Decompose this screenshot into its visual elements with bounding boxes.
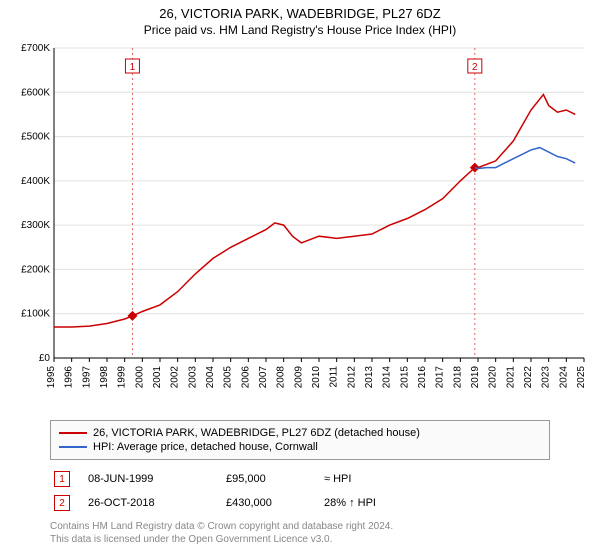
svg-text:1999: 1999 — [117, 366, 128, 389]
chart-title: 26, VICTORIA PARK, WADEBRIDGE, PL27 6DZ — [0, 6, 600, 21]
footer-copyright: Contains HM Land Registry data © Crown c… — [50, 520, 550, 533]
svg-text:2013: 2013 — [364, 366, 375, 389]
legend: 26, VICTORIA PARK, WADEBRIDGE, PL27 6DZ … — [50, 420, 550, 460]
svg-text:2003: 2003 — [187, 366, 198, 389]
svg-text:2002: 2002 — [170, 366, 181, 389]
svg-text:2021: 2021 — [505, 366, 516, 389]
svg-text:2001: 2001 — [152, 366, 163, 389]
legend-row-property: 26, VICTORIA PARK, WADEBRIDGE, PL27 6DZ … — [59, 427, 541, 439]
svg-text:£400K: £400K — [21, 176, 50, 187]
sale-marker-2: 2 — [54, 495, 70, 511]
svg-text:£300K: £300K — [21, 220, 50, 231]
svg-text:2017: 2017 — [435, 366, 446, 389]
sale-row-1: 1 08-JUN-1999 £95,000 ≈ HPI — [50, 469, 550, 489]
svg-text:£600K: £600K — [21, 87, 50, 98]
svg-text:2020: 2020 — [488, 366, 499, 389]
sale-delta-2: 28% ↑ HPI — [324, 497, 404, 509]
svg-text:1997: 1997 — [81, 366, 92, 389]
sale-price-1: £95,000 — [226, 473, 306, 485]
svg-text:2010: 2010 — [311, 366, 322, 389]
svg-text:£500K: £500K — [21, 132, 50, 143]
title-area: 26, VICTORIA PARK, WADEBRIDGE, PL27 6DZ … — [0, 0, 600, 37]
svg-text:2009: 2009 — [293, 366, 304, 389]
svg-text:2022: 2022 — [523, 366, 534, 389]
footer-license: This data is licensed under the Open Gov… — [50, 533, 550, 546]
sale-price-2: £430,000 — [226, 497, 306, 509]
chart-area: £0 £100K £200K £300K £400K £500K £600K £700K 199… — [8, 42, 592, 412]
svg-text:£700K: £700K — [21, 43, 50, 54]
svg-text:2014: 2014 — [382, 366, 393, 389]
svg-text:2007: 2007 — [258, 366, 269, 389]
sale-date-2: 26-OCT-2018 — [88, 497, 208, 509]
svg-text:2018: 2018 — [452, 366, 463, 389]
legend-label-hpi: HPI: Average price, detached house, Corn… — [93, 441, 318, 453]
svg-text:2011: 2011 — [329, 366, 340, 388]
svg-text:£200K: £200K — [21, 264, 50, 275]
legend-swatch-hpi — [59, 446, 87, 448]
sale-row-2: 2 26-OCT-2018 £430,000 28% ↑ HPI — [50, 493, 550, 513]
svg-text:2005: 2005 — [223, 366, 234, 389]
chart-svg: £0 £100K £200K £300K £400K £500K £600K £700K 199… — [8, 42, 592, 412]
svg-text:2: 2 — [472, 62, 478, 73]
chart-container: 26, VICTORIA PARK, WADEBRIDGE, PL27 6DZ … — [0, 0, 600, 560]
svg-text:2006: 2006 — [240, 366, 251, 389]
sale-delta-1: ≈ HPI — [324, 473, 404, 485]
legend-row-hpi: HPI: Average price, detached house, Corn… — [59, 441, 541, 453]
svg-text:1996: 1996 — [64, 366, 75, 389]
legend-swatch-property — [59, 432, 87, 434]
svg-text:2016: 2016 — [417, 366, 428, 389]
footer: Contains HM Land Registry data © Crown c… — [50, 520, 550, 546]
sales-table: 1 08-JUN-1999 £95,000 ≈ HPI 2 26-OCT-201… — [50, 465, 550, 517]
svg-text:2004: 2004 — [205, 366, 216, 389]
svg-text:2024: 2024 — [558, 366, 569, 389]
svg-text:£100K: £100K — [21, 309, 50, 320]
svg-text:£0: £0 — [39, 353, 51, 364]
svg-text:1998: 1998 — [99, 366, 110, 389]
sale-marker-1: 1 — [54, 471, 70, 487]
legend-label-property: 26, VICTORIA PARK, WADEBRIDGE, PL27 6DZ … — [93, 427, 420, 439]
svg-text:2025: 2025 — [576, 366, 587, 389]
svg-text:1995: 1995 — [46, 366, 57, 389]
sale-date-1: 08-JUN-1999 — [88, 473, 208, 485]
svg-text:2000: 2000 — [134, 366, 145, 389]
svg-text:2012: 2012 — [346, 366, 357, 389]
svg-text:2008: 2008 — [276, 366, 287, 389]
svg-text:2023: 2023 — [541, 366, 552, 389]
svg-text:2015: 2015 — [399, 366, 410, 389]
svg-text:2019: 2019 — [470, 366, 481, 389]
chart-subtitle: Price paid vs. HM Land Registry's House … — [0, 23, 600, 37]
svg-text:1: 1 — [130, 62, 136, 73]
